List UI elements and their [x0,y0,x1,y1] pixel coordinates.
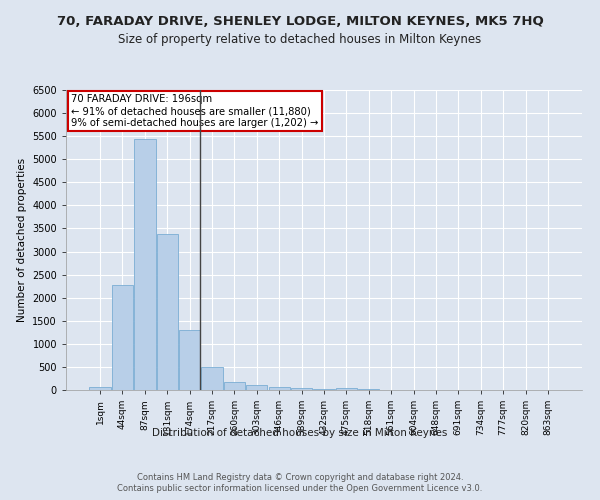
Bar [269,387,290,390]
Bar [157,234,178,390]
Bar [246,386,268,390]
Y-axis label: Number of detached properties: Number of detached properties [17,158,26,322]
Bar [358,388,379,390]
Bar [134,140,155,390]
Bar [89,387,111,390]
Text: 70 FARADAY DRIVE: 196sqm
← 91% of detached houses are smaller (11,880)
9% of sem: 70 FARADAY DRIVE: 196sqm ← 91% of detach… [71,94,319,128]
Bar [179,330,200,390]
Text: Distribution of detached houses by size in Milton Keynes: Distribution of detached houses by size … [152,428,448,438]
Bar [291,388,312,390]
Text: Size of property relative to detached houses in Milton Keynes: Size of property relative to detached ho… [118,32,482,46]
Text: Contains public sector information licensed under the Open Government Licence v3: Contains public sector information licen… [118,484,482,493]
Bar [224,382,245,390]
Bar [336,388,357,390]
Bar [313,389,335,390]
Bar [112,285,133,390]
Bar [202,368,223,390]
Text: 70, FARADAY DRIVE, SHENLEY LODGE, MILTON KEYNES, MK5 7HQ: 70, FARADAY DRIVE, SHENLEY LODGE, MILTON… [56,15,544,28]
Text: Contains HM Land Registry data © Crown copyright and database right 2024.: Contains HM Land Registry data © Crown c… [137,472,463,482]
